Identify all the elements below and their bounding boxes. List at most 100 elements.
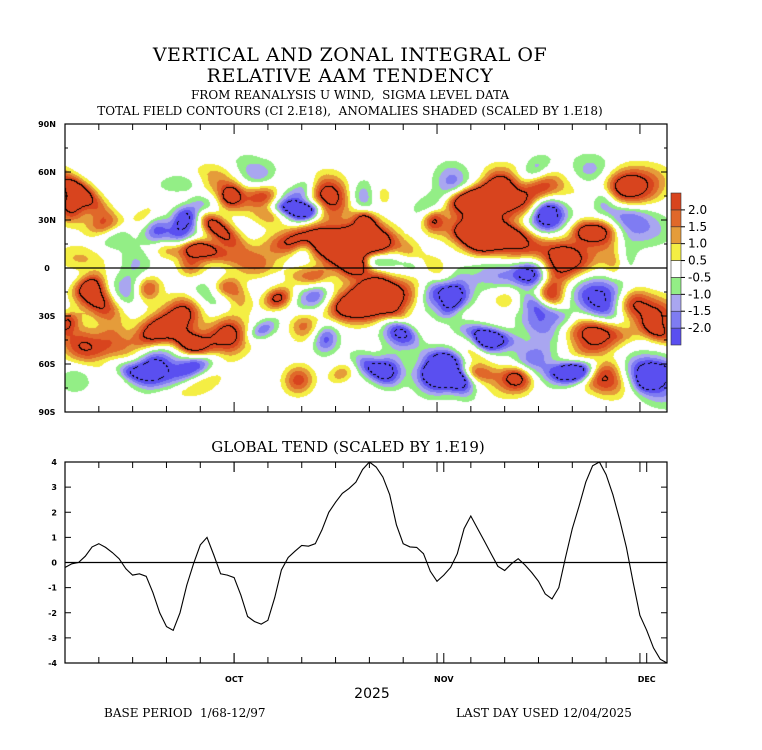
map-ytick-label: 60S (39, 360, 56, 369)
data-point (544, 593, 546, 595)
data-point (517, 558, 519, 560)
data-point (389, 494, 391, 496)
data-point (125, 568, 127, 570)
data-point (348, 487, 350, 489)
data-point (139, 573, 140, 575)
data-point (619, 519, 621, 521)
month-label: OCT (225, 675, 244, 684)
data-point (450, 567, 451, 568)
data-point (653, 647, 654, 649)
line-ytick-label: 2 (51, 508, 57, 517)
data-point (612, 494, 614, 496)
data-point (64, 567, 66, 568)
data-point (321, 529, 323, 531)
data-point (267, 619, 269, 621)
data-point (281, 569, 282, 571)
data-point (456, 553, 458, 555)
data-point (538, 580, 539, 582)
data-point (233, 577, 235, 578)
data-point (477, 528, 479, 529)
colorbar-swatch (670, 260, 682, 278)
data-point (551, 598, 553, 600)
colorbar-label: 2.0 (688, 203, 707, 217)
data-point (301, 545, 303, 546)
data-point (470, 515, 472, 517)
data-point (463, 528, 465, 529)
data-point (504, 570, 506, 571)
colorbar-label: 1.5 (688, 220, 707, 234)
data-point (382, 476, 384, 478)
data-point (145, 575, 147, 577)
data-point (98, 543, 100, 545)
data-point (659, 658, 661, 660)
data-point (362, 469, 364, 470)
line-ytick-label: -3 (48, 634, 57, 643)
chart-title-line1: VERTICAL AND ZONAL INTEGRAL OF (152, 44, 548, 66)
data-point (666, 662, 668, 664)
data-point (565, 557, 566, 558)
colorbar-label: 1.0 (688, 237, 707, 251)
data-point (71, 563, 73, 565)
data-point (213, 554, 215, 556)
data-point (78, 562, 79, 563)
data-point (443, 574, 445, 576)
data-point (335, 501, 336, 503)
chart-subtitle-source: FROM REANALYSIS U WIND, SIGMA LEVEL DATA (190, 88, 510, 102)
data-point (375, 466, 377, 468)
line-ytick-label: 3 (51, 483, 57, 492)
data-point (429, 570, 431, 572)
data-point (423, 553, 424, 555)
data-point (490, 553, 492, 555)
colorbar-swatch (670, 209, 682, 228)
line-ytick-label: -4 (48, 659, 57, 668)
colorbar-swatch (670, 294, 682, 312)
data-point (416, 547, 418, 548)
data-point (497, 565, 499, 567)
data-point (186, 584, 188, 586)
colorbar-swatch (670, 192, 682, 211)
data-point (605, 474, 607, 475)
map-ytick-label: 30S (39, 312, 56, 321)
line-ytick-label: 0 (51, 559, 57, 568)
map-ytick-label: 30N (38, 216, 56, 225)
data-point (274, 597, 276, 599)
map-ytick-label: 90S (39, 408, 56, 417)
data-point (294, 550, 296, 552)
data-point (571, 528, 573, 529)
chart-subtitle-contours: TOTAL FIELD CONTOURS (CI 2.E18), ANOMALI… (97, 104, 603, 118)
data-point (84, 555, 86, 557)
data-point (179, 612, 181, 614)
data-point (558, 587, 560, 589)
line-ytick-label: 1 (51, 533, 57, 542)
data-point (639, 614, 641, 616)
line-ytick-label: -2 (48, 609, 57, 618)
data-point (402, 543, 404, 545)
colorbar-label: 0.5 (688, 254, 707, 268)
data-point (646, 629, 648, 631)
data-point (105, 547, 106, 548)
data-point (159, 612, 161, 614)
colorbar-swatch (670, 310, 682, 329)
data-point (118, 558, 120, 560)
data-point (226, 574, 228, 576)
data-point (247, 616, 249, 617)
data-point (220, 573, 221, 575)
data-point (598, 461, 600, 463)
data-point (524, 564, 526, 566)
data-point (253, 621, 255, 622)
data-point (132, 574, 134, 576)
line-ytick-label: -1 (48, 584, 57, 593)
colorbar-swatch (670, 243, 682, 261)
data-point (578, 505, 580, 507)
data-point (341, 493, 343, 494)
month-label: DEC (638, 675, 656, 684)
map-ytick-label: 90N (38, 120, 56, 129)
data-point (626, 547, 627, 548)
data-point (585, 481, 587, 483)
data-point (166, 626, 167, 627)
colorbar-swatch (670, 327, 682, 346)
month-label: NOV (434, 675, 454, 684)
data-point (632, 582, 634, 583)
data-point (483, 540, 485, 542)
